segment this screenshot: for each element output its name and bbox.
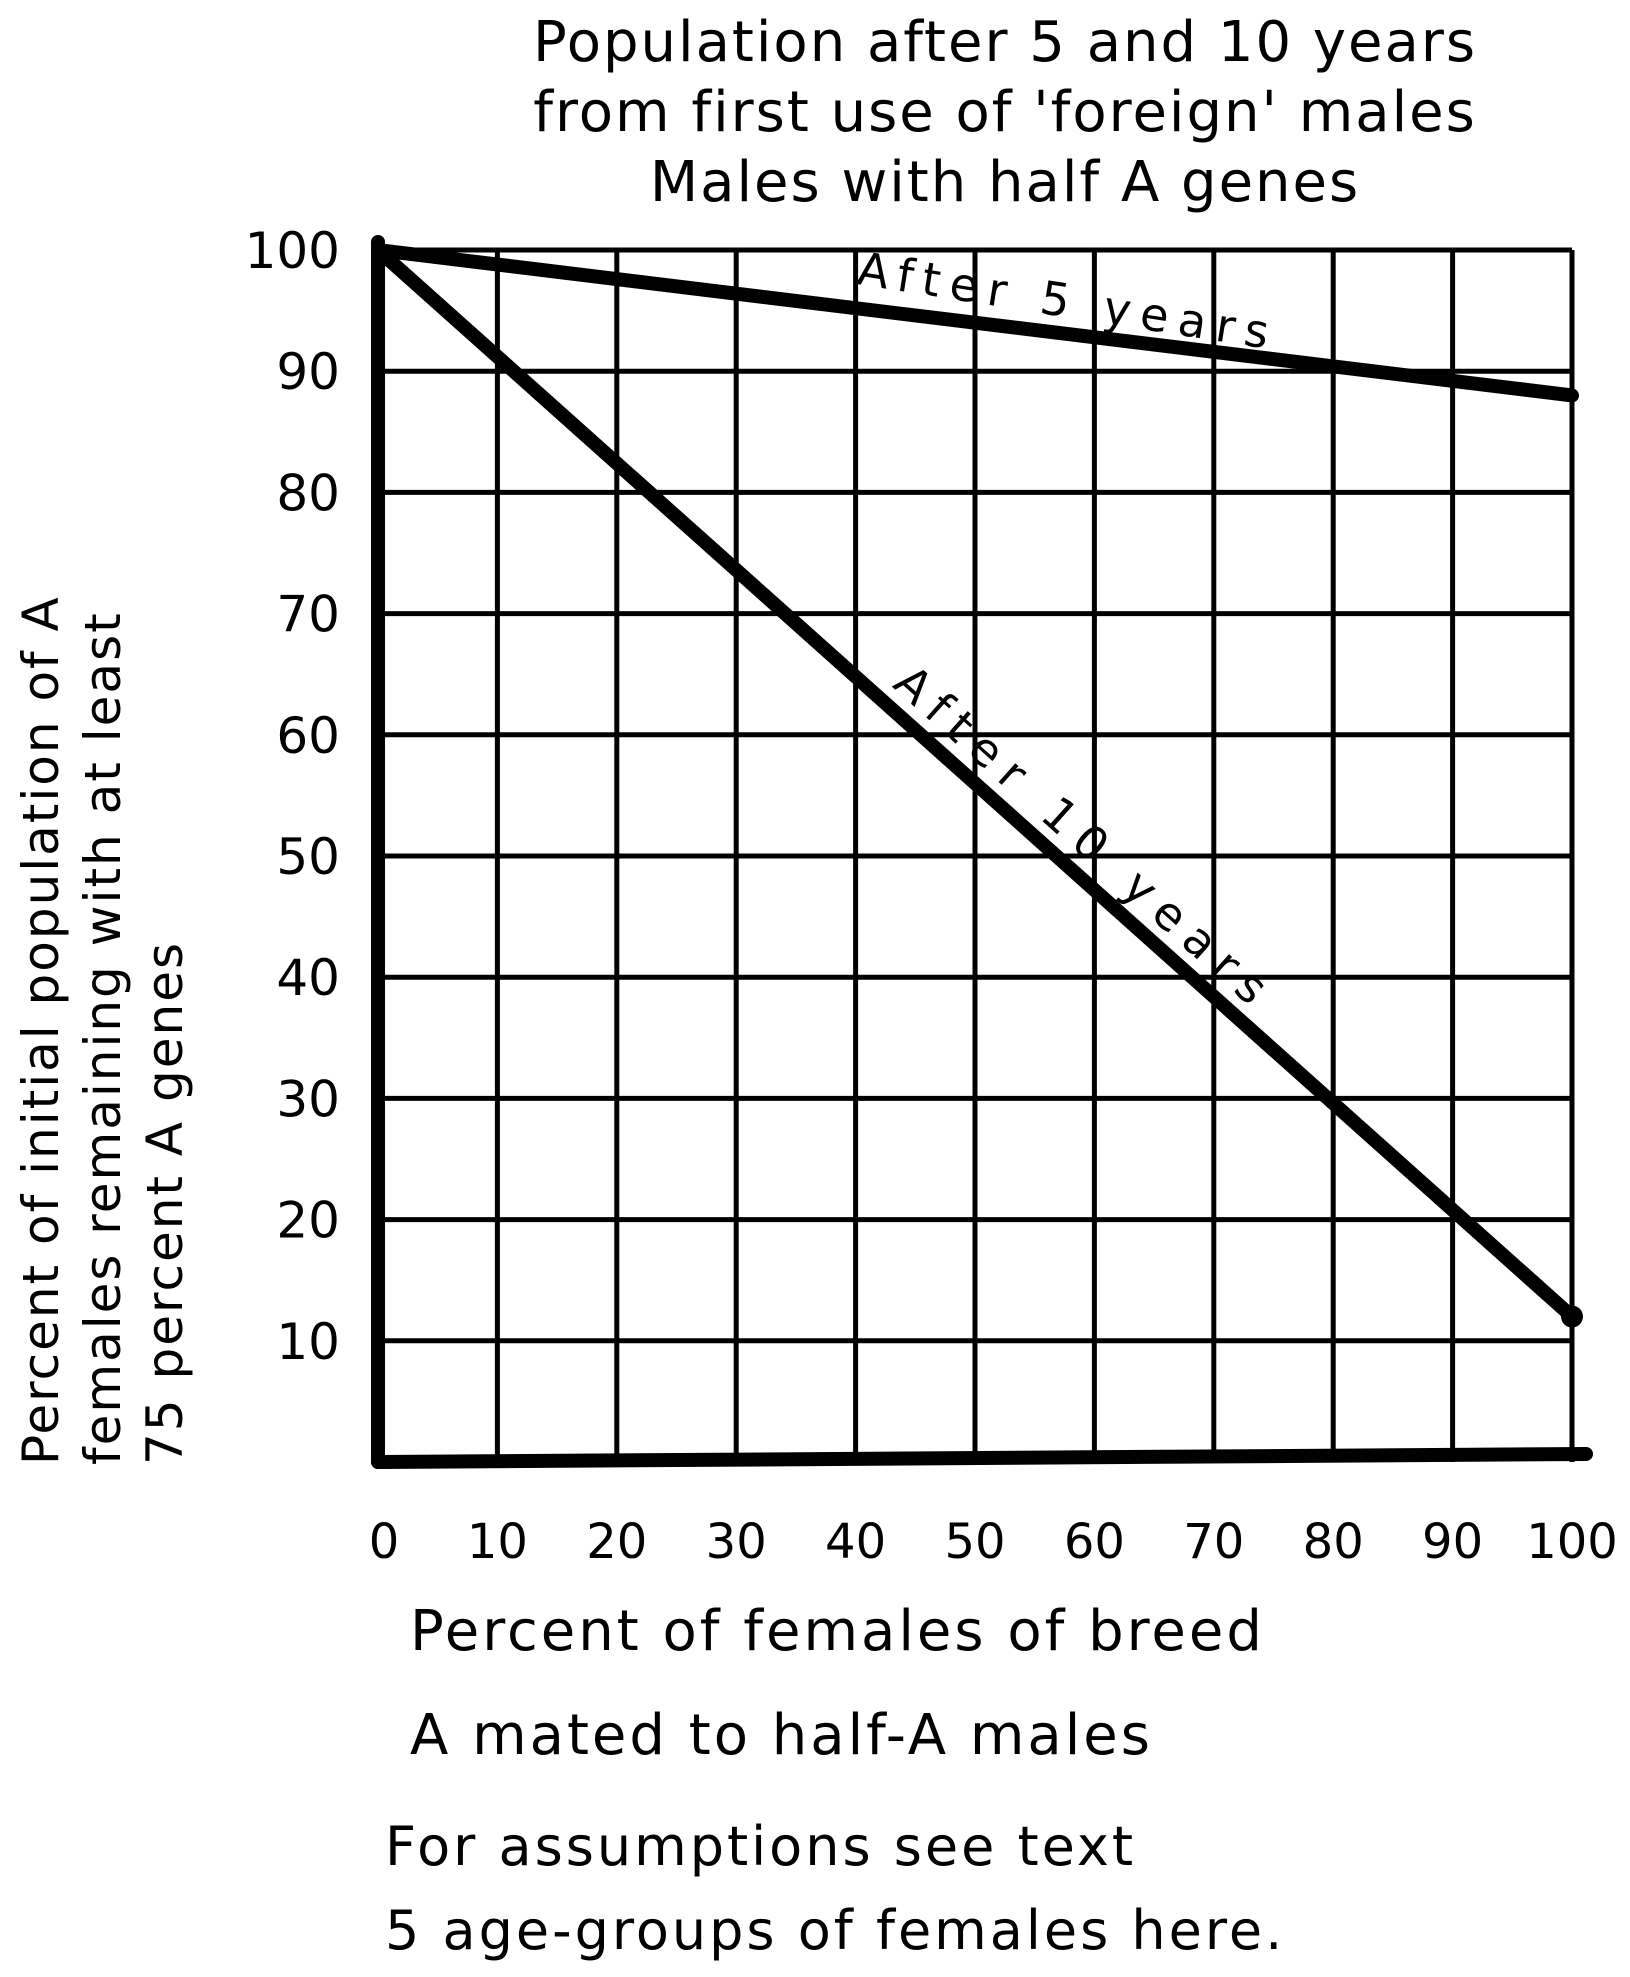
y-tick-label: 70: [276, 586, 340, 644]
y-tick-label: 60: [276, 707, 340, 765]
y-tick-label: 30: [276, 1070, 340, 1128]
x-tick-label: 30: [706, 1514, 767, 1570]
series-line-after-5-years: [371, 243, 1579, 403]
y-tick-label: 100: [245, 222, 340, 280]
x-tick-label: 40: [825, 1514, 886, 1570]
x-tick-label: 10: [467, 1514, 528, 1570]
axes: [371, 235, 1593, 1469]
y-tick-label: 40: [276, 949, 340, 1007]
x-label-line-2: A mated to half-A males: [410, 1703, 1153, 1768]
data-series: [371, 243, 1583, 1328]
note-line-2: 5 age-groups of females here.: [385, 1899, 1286, 1962]
y-tick-label: 20: [276, 1192, 340, 1250]
x-tick-label: 70: [1183, 1514, 1244, 1570]
x-label-line-1: Percent of females of breed: [410, 1599, 1265, 1664]
label-after-10-years: After 10 years: [884, 654, 1288, 1023]
x-tick-label: 80: [1303, 1514, 1364, 1570]
x-tick-label: 50: [944, 1514, 1005, 1570]
y-tick-labels: 10 20 30 40 50 60 70 80 90 100: [245, 222, 340, 1371]
label-after-5-years: After 5 years: [854, 241, 1283, 361]
series-line-after-10-years: [371, 243, 1579, 1324]
assumptions-note: For assumptions see text 5 age-groups of…: [385, 1805, 1285, 1973]
endpoint-dot: [1561, 1305, 1583, 1328]
x-tick-label: 0: [369, 1514, 400, 1570]
x-tick-label: 60: [1064, 1514, 1125, 1570]
note-line-1: For assumptions see text: [385, 1815, 1137, 1878]
x-axis: [371, 1447, 1593, 1469]
y-tick-label: 80: [276, 464, 340, 522]
x-axis-label: Percent of females of breed A mated to h…: [410, 1580, 1265, 1788]
x-tick-label: 90: [1422, 1514, 1483, 1570]
title-line-2: from first use of 'foreign' males: [533, 80, 1477, 145]
y-tick-label: 10: [276, 1313, 340, 1371]
x-tick-label: 100: [1526, 1514, 1618, 1570]
chart-title: Population after 5 and 10 years from fir…: [380, 8, 1630, 218]
x-tick-label: 20: [586, 1514, 647, 1570]
x-tick-labels: 0 10 20 30 40 50 60 70 80 90 100: [369, 1514, 1618, 1570]
y-tick-label: 90: [276, 343, 340, 401]
y-tick-label: 50: [276, 828, 340, 886]
title-line-3: Males with half A genes: [649, 150, 1361, 215]
title-line-1: Population after 5 and 10 years: [532, 10, 1478, 75]
grid-lines: [378, 247, 1575, 1462]
